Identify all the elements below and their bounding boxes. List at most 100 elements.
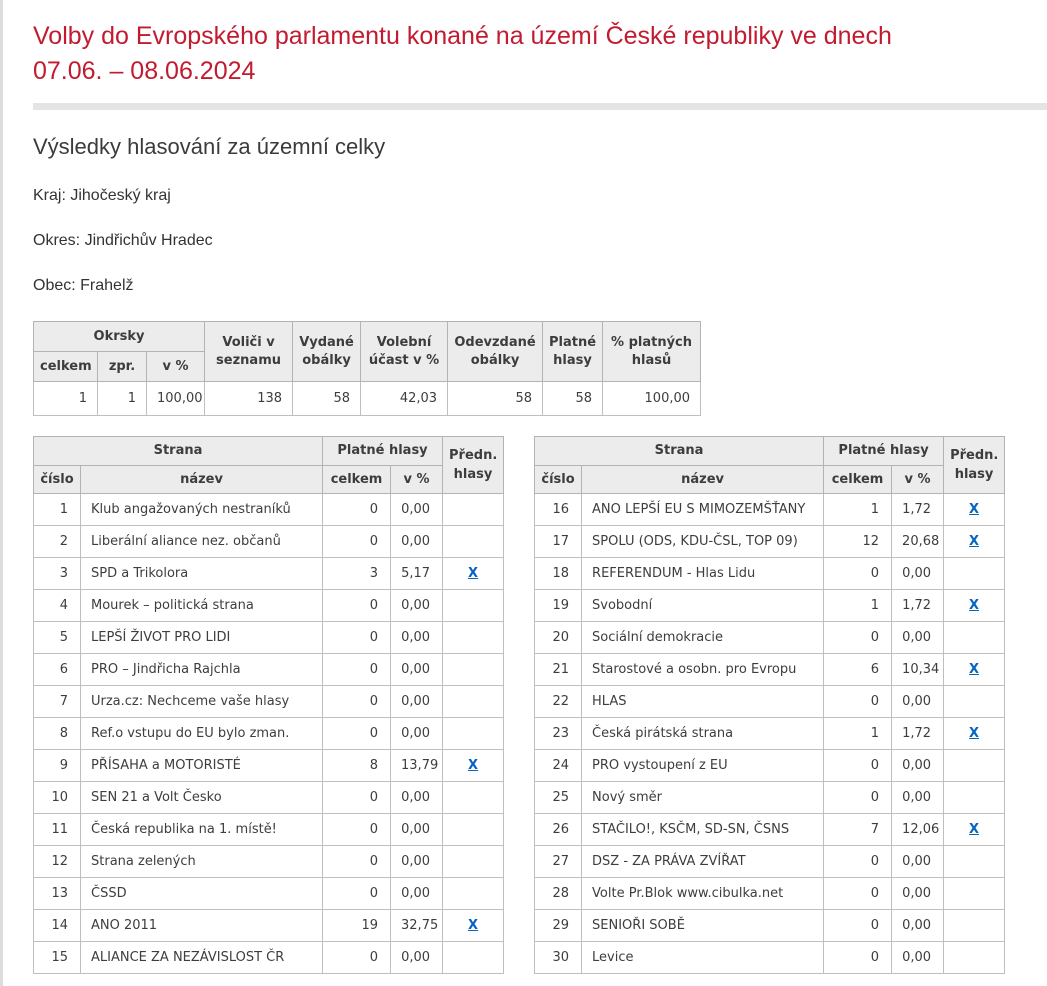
pref-votes-cell xyxy=(442,941,505,975)
strana-header: Strana xyxy=(32,436,324,466)
party-number: 23 xyxy=(534,717,583,751)
party-votes: 0 xyxy=(322,845,392,879)
party-votes: 0 xyxy=(322,493,392,527)
party-name: DSZ - ZA PRÁVA ZVÍŘAT xyxy=(581,845,825,879)
party-votes: 0 xyxy=(823,557,893,591)
party-name: Svobodní xyxy=(581,589,825,623)
pref-votes-cell xyxy=(442,493,505,527)
odevzdane-obalky-header: Odevzdané obálky xyxy=(447,321,544,382)
region-obec: Obec: Frahelž xyxy=(33,277,1047,295)
party-number: 15 xyxy=(33,941,81,975)
party-percent: 0,00 xyxy=(891,941,945,975)
party-percent: 0,00 xyxy=(390,941,444,975)
okrsky-vpct-value: 100,00 xyxy=(145,381,206,416)
table-row: 30 Levice 0 0,00 xyxy=(534,941,1006,975)
party-votes: 0 xyxy=(823,941,893,975)
pref-votes-link[interactable]: X xyxy=(468,566,479,582)
pref-votes-link[interactable]: X xyxy=(969,534,980,550)
pref-votes-cell xyxy=(442,653,505,687)
party-percent: 0,00 xyxy=(891,749,945,783)
pref-votes-cell xyxy=(442,685,505,719)
pct-platnych-value: 100,00 xyxy=(602,381,702,416)
party-percent: 0,00 xyxy=(891,685,945,719)
pref-votes-link[interactable]: X xyxy=(969,726,980,742)
party-name: LEPŠÍ ŽIVOT PRO LIDI xyxy=(79,621,324,655)
party-name: ALIANCE ZA NEZÁVISLOST ČR xyxy=(79,941,324,975)
party-votes: 0 xyxy=(322,685,392,719)
pref-votes-link[interactable]: X xyxy=(969,502,980,518)
party-name: PRO vystoupení z EU xyxy=(581,749,825,783)
party-votes: 8 xyxy=(322,749,392,783)
party-percent: 0,00 xyxy=(390,845,444,879)
pref-votes-cell: X xyxy=(943,653,1006,687)
party-name: SENIOŘI SOBĚ xyxy=(581,909,825,943)
party-votes: 0 xyxy=(322,941,392,975)
party-number: 20 xyxy=(534,621,583,655)
okrsky-celkem-value: 1 xyxy=(33,381,98,416)
party-number: 13 xyxy=(33,877,81,911)
table-row: 18 REFERENDUM - Hlas Lidu 0 0,00 xyxy=(534,557,1006,591)
pref-votes-cell xyxy=(943,845,1006,879)
party-votes: 0 xyxy=(823,749,893,783)
party-percent: 0,00 xyxy=(390,621,444,655)
pref-votes-link[interactable]: X xyxy=(969,662,980,678)
party-name: Urza.cz: Nechceme vaše hlasy xyxy=(79,685,324,719)
party-number: 16 xyxy=(534,493,583,527)
party-votes: 0 xyxy=(322,813,392,847)
pref-votes-cell: X xyxy=(442,909,505,943)
cislo-header: číslo xyxy=(534,464,583,495)
pref-votes-cell xyxy=(442,813,505,847)
table-row: 2 Liberální aliance nez. občanů 0 0,00 xyxy=(33,525,505,559)
okres-value: Jindřichův Hradec xyxy=(84,232,213,249)
party-number: 5 xyxy=(33,621,81,655)
party-percent: 13,79 xyxy=(390,749,444,783)
party-percent: 0,00 xyxy=(891,781,945,815)
party-name: SPOLU (ODS, KDU-ČSL, TOP 09) xyxy=(581,525,825,559)
party-number: 28 xyxy=(534,877,583,911)
party-name: ČSSD xyxy=(79,877,324,911)
party-name: Starostové a osobn. pro Evropu xyxy=(581,653,825,687)
party-votes: 0 xyxy=(322,621,392,655)
party-number: 12 xyxy=(33,845,81,879)
pref-votes-cell: X xyxy=(442,749,505,783)
pref-votes-link[interactable]: X xyxy=(969,598,980,614)
table-row: 20 Sociální demokracie 0 0,00 xyxy=(534,621,1006,655)
pref-votes-link[interactable]: X xyxy=(969,822,980,838)
party-name: ANO 2011 xyxy=(79,909,324,943)
table-row: 21 Starostové a osobn. pro Evropu 6 10,3… xyxy=(534,653,1006,687)
party-percent: 32,75 xyxy=(390,909,444,943)
platne-hlasy-group-header: Platné hlasy xyxy=(823,436,945,466)
pref-votes-cell: X xyxy=(943,813,1006,847)
party-table-left: Strana Platné hlasy Předn. hlasy číslo n… xyxy=(32,435,505,975)
platne-hlasy-header: Platné hlasy xyxy=(542,321,604,382)
summary-table: Okrsky Voliči v seznamu Vydané obálky Vo… xyxy=(32,321,702,416)
pref-votes-cell: X xyxy=(943,589,1006,623)
party-number: 4 xyxy=(33,589,81,623)
party-number: 2 xyxy=(33,525,81,559)
pref-votes-link[interactable]: X xyxy=(468,758,479,774)
nazev-header: název xyxy=(581,464,825,495)
okrsky-zpr-value: 1 xyxy=(97,381,147,416)
party-percent: 0,00 xyxy=(390,813,444,847)
party-name: Česká republika na 1. místě! xyxy=(79,813,324,847)
party-percent: 0,00 xyxy=(390,685,444,719)
table-row: 28 Volte Pr.Blok www.cibulka.net 0 0,00 xyxy=(534,877,1006,911)
party-name: Strana zelených xyxy=(79,845,324,879)
table-row: 14 ANO 2011 19 32,75 X xyxy=(33,909,505,943)
party-percent: 12,06 xyxy=(891,813,945,847)
pref-votes-cell xyxy=(442,621,505,655)
party-number: 22 xyxy=(534,685,583,719)
table-row: 7 Urza.cz: Nechceme vaše hlasy 0 0,00 xyxy=(33,685,505,719)
party-percent: 0,00 xyxy=(891,845,945,879)
nazev-header: název xyxy=(79,464,324,495)
table-row: 13 ČSSD 0 0,00 xyxy=(33,877,505,911)
pref-votes-link[interactable]: X xyxy=(468,918,479,934)
page-title: Volby do Evropského parlamentu konané na… xyxy=(33,22,892,85)
strana-header: Strana xyxy=(534,436,825,466)
party-number: 18 xyxy=(534,557,583,591)
table-row: 19 Svobodní 1 1,72 X xyxy=(534,589,1006,623)
predn-hlasy-header: Předn. hlasy xyxy=(943,435,1006,495)
party-number: 9 xyxy=(33,749,81,783)
ucast-header: Volební účast v % xyxy=(360,321,449,382)
pref-votes-cell xyxy=(943,941,1006,975)
